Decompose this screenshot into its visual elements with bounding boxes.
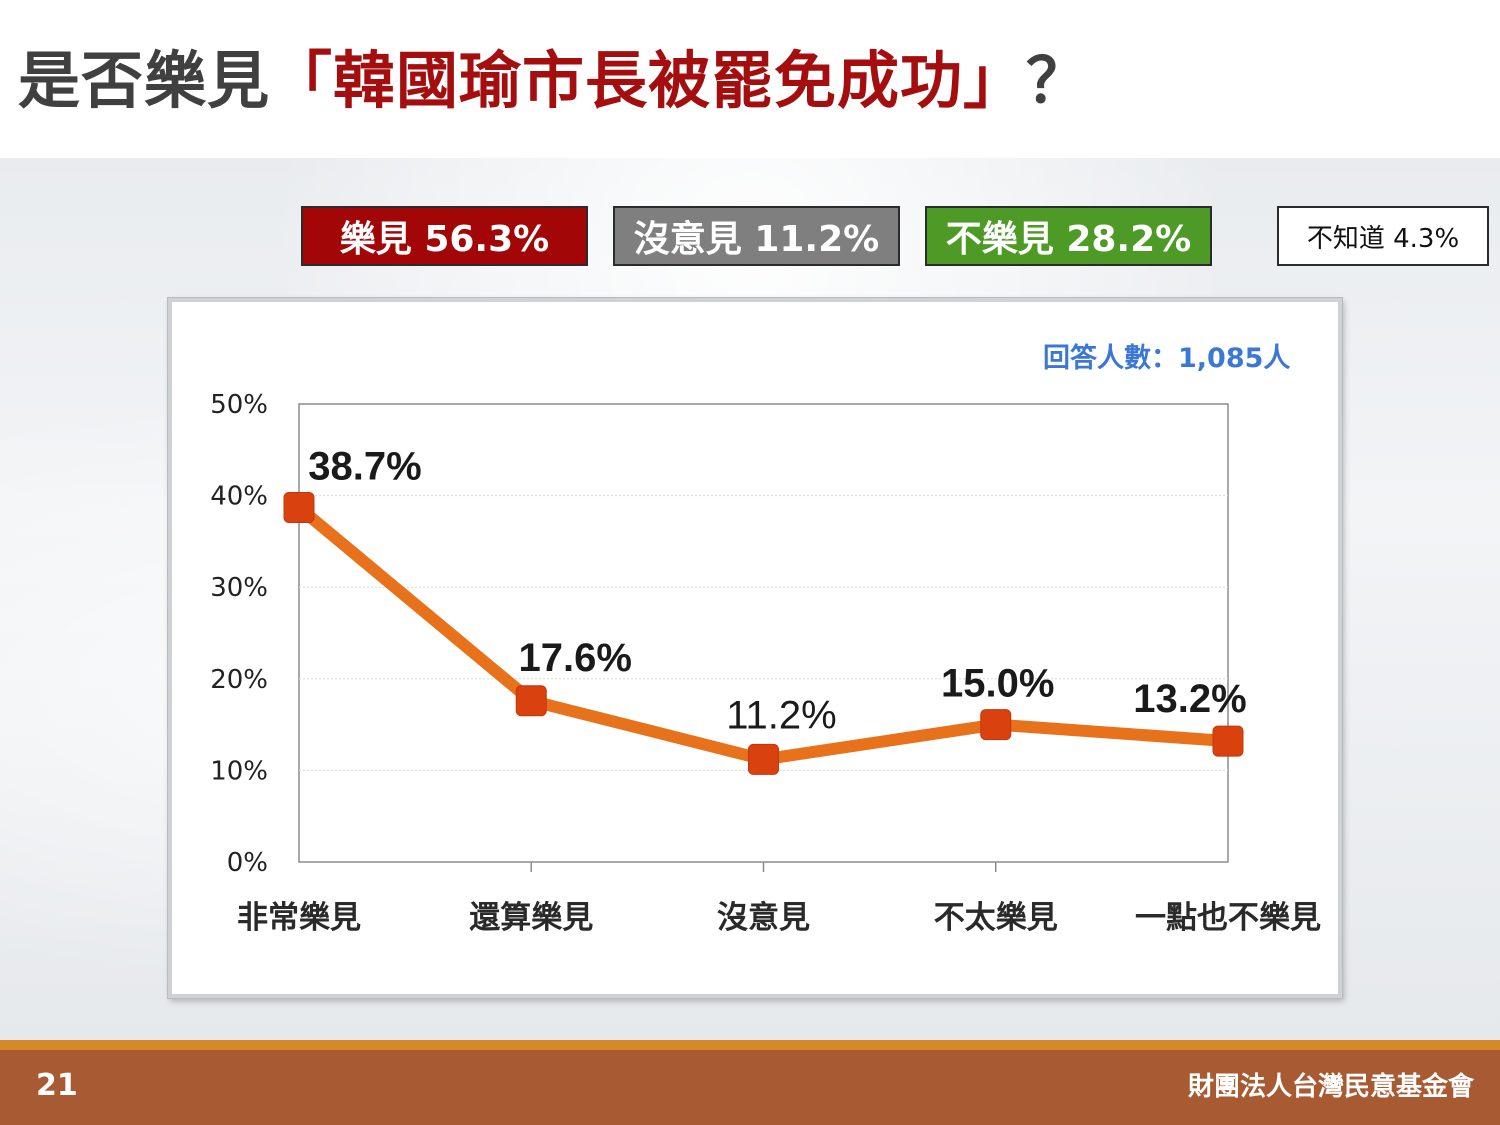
data-label: 15.0% [941,662,1054,706]
title-bar: 是否樂見「韓國瑜市長被罷免成功」？ [0,0,1500,158]
x-category-label: 沒意見 [717,900,810,936]
title-prefix: 是否樂見 [18,44,271,117]
data-label: 17.6% [519,636,632,680]
data-point-marker [748,743,779,775]
organization-name: 財團法人台灣民意基金會 [1187,1072,1474,1102]
x-category-label: 非常樂見 [237,900,361,936]
page-title: 是否樂見「韓國瑜市長被罷免成功」？ [18,36,1089,126]
title-highlight: 「韓國瑜市長被罷免成功」 [270,44,1027,117]
summary-no-opinion-box: 沒意見 11.2% [613,206,900,266]
title-suffix: ？ [1026,44,1090,117]
page-number: 21 [36,1068,78,1103]
y-tick-label: 40% [210,482,268,512]
summary-dislike-box: 不樂見 28.2% [925,206,1212,266]
x-category-label: 一點也不樂見 [1135,900,1321,936]
y-tick-label: 20% [210,665,268,695]
footer-accent-line [0,1040,1500,1050]
data-label: 38.7% [308,445,421,489]
x-category-label: 還算樂見 [469,900,593,936]
data-point-marker [1212,725,1244,757]
plot-area [298,403,1229,863]
data-point-marker [515,685,547,717]
summary-like-box: 樂見 56.3% [301,206,588,266]
x-category-label: 不太樂見 [934,900,1058,936]
y-tick-label: 30% [210,573,268,603]
data-point-marker [980,709,1012,741]
y-tick-label: 0% [227,848,268,878]
data-label: 13.2% [1133,677,1246,721]
sample-size-label: 回答人數：1,085人 [1043,343,1291,374]
y-tick-label: 50% [210,390,268,420]
y-tick-label: 10% [210,756,268,786]
data-point-marker [283,492,315,524]
data-label: 11.2% [726,693,836,737]
summary-dont-know-box: 不知道 4.3% [1277,206,1489,266]
footer-bar [0,1050,1500,1125]
